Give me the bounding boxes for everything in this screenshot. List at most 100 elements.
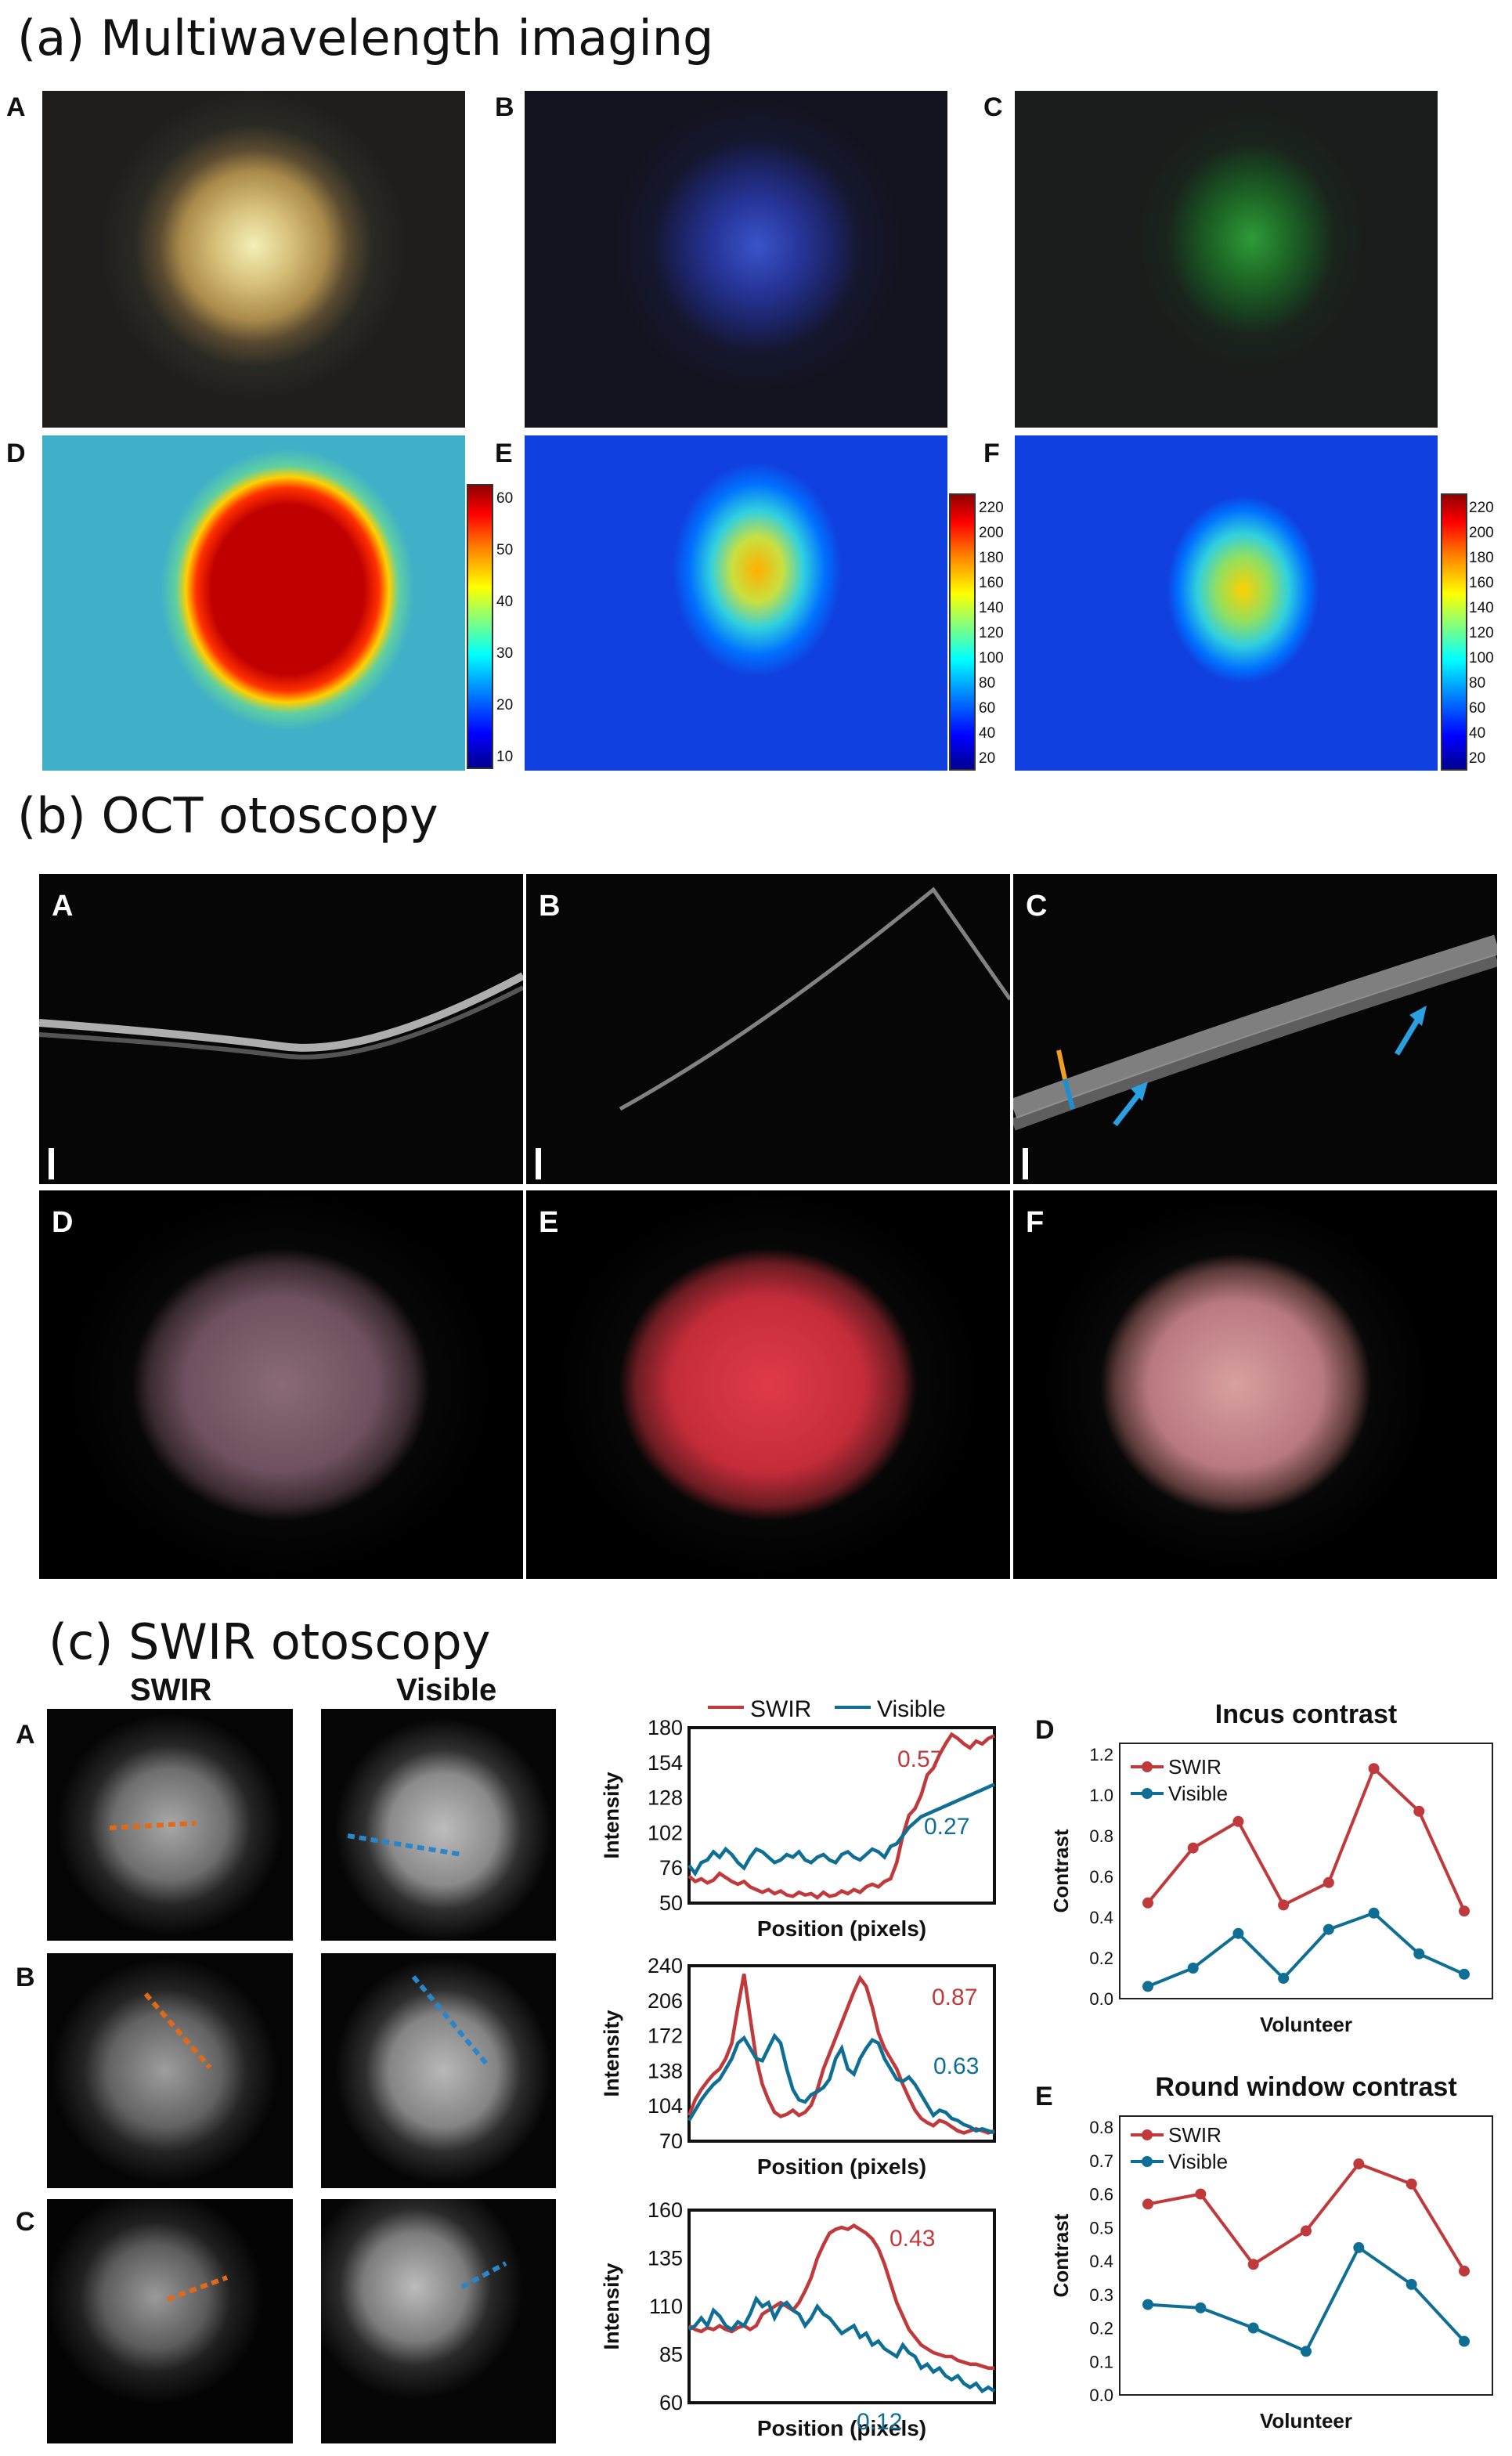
data-point-swir: [1142, 2198, 1153, 2210]
series-line-visible: [1147, 1911, 1465, 1988]
chart-round-window-contrast: Round window contrast 0.8 0.7 0.6 0.5 0.4 0.3 0…: [1049, 2072, 1493, 2433]
y-axis-label: Intensity: [600, 2010, 623, 2097]
y-tick-label: 0.5: [1089, 2218, 1113, 2237]
ticks-e-tick: 160: [979, 575, 1004, 591]
data-point-visible: [1459, 2335, 1470, 2347]
data-point-swir: [1459, 1905, 1470, 1917]
ticks-f-tick: 200: [1469, 525, 1494, 541]
legend-label-swir: SWIR: [1168, 2123, 1222, 2147]
swir-image-C: [47, 2199, 293, 2443]
data-point-visible: [1323, 1923, 1334, 1935]
colorbar-D-ticks: 60 50 40 30 20 10: [496, 484, 543, 766]
ticks-f-tick: 160: [1469, 575, 1494, 591]
ticks-e-tick: 60: [979, 700, 996, 717]
visible-image-C: [321, 2199, 556, 2443]
otoscope-label-D: D: [52, 1206, 74, 1239]
ticks-d-tick: 40: [496, 594, 514, 610]
y-tick-label: 154: [648, 1751, 683, 1775]
y-tick-label: 160: [648, 2202, 683, 2222]
series-line-swir: [1146, 1765, 1466, 1912]
data-point-swir: [1247, 2259, 1259, 2270]
y-tick-label: 128: [648, 1786, 683, 1810]
section-c-title: (c) SWIR otoscopy: [49, 1613, 491, 1670]
x-axis-label: Position (pixels): [757, 2154, 926, 2179]
oct-label-A: A: [52, 890, 74, 923]
annotation-visible: 0.12: [857, 2409, 902, 2435]
y-tick-label: 110: [649, 2295, 683, 2318]
data-point-swir: [1232, 1815, 1244, 1827]
y-tick-label: 85: [659, 2343, 683, 2367]
ticks-f-tick: 80: [1469, 675, 1486, 692]
ticks-e-tick: 20: [979, 750, 996, 767]
y-tick-label: 0.0: [1089, 1989, 1113, 2009]
chart-label-E: E: [1035, 2082, 1053, 2111]
series-line-swir: [687, 1974, 995, 2135]
data-point-visible: [1353, 2241, 1365, 2253]
legend-marker-swir: [1142, 1761, 1153, 1772]
legend-marker-swir: [1142, 2129, 1153, 2140]
y-tick-label: 135: [648, 2247, 683, 2270]
data-point-visible: [1195, 2302, 1207, 2313]
multiwavelength-color-image: [42, 91, 465, 428]
y-axis-label: Contrast: [1049, 1829, 1073, 1912]
section-a-title: (a) Multiwavelength imaging: [17, 9, 714, 67]
visible-image-B: [321, 1953, 556, 2188]
series-line-swir: [687, 1732, 995, 1900]
ticks-d-tick: 30: [496, 645, 514, 662]
x-axis-label: Position (pixels): [757, 1916, 926, 1941]
data-point-visible: [1187, 1963, 1199, 1974]
annotation-swir: 0.43: [890, 2226, 935, 2252]
chart-profile-A: 180 154 128 102 76 50 Intensity Position (pixel…: [600, 1720, 996, 1941]
y-axis-label: Contrast: [1049, 2213, 1073, 2297]
data-point-swir: [1142, 1897, 1153, 1909]
oct-label-C: C: [1026, 890, 1048, 923]
y-tick-label: 0.4: [1089, 1908, 1113, 1927]
series-line-visible: [687, 2032, 995, 2135]
ticks-d-tick: 50: [496, 542, 514, 558]
legend-swir-label: SWIR: [750, 1696, 811, 1722]
row-label-B: B: [16, 1963, 35, 1992]
y-tick-label: 0.8: [1089, 1826, 1113, 1846]
y-tick-label: 0.1: [1089, 2352, 1113, 2371]
ticks-e-tick: 80: [979, 675, 996, 692]
annotation-swir: 0.87: [932, 1985, 977, 2010]
y-tick-label: 138: [648, 2059, 683, 2082]
data-point-swir: [1195, 2188, 1207, 2200]
heatmap-image-F: [1015, 435, 1438, 771]
y-tick-label: 0.8: [1089, 2118, 1113, 2137]
visible-image-A: [321, 1709, 556, 1941]
annotation-visible: 0.63: [933, 2053, 979, 2079]
data-point-visible: [1413, 1948, 1425, 1959]
panel-a-label-B: B: [495, 92, 514, 122]
legend-label-visible: Visible: [1168, 1782, 1228, 1805]
data-point-swir: [1459, 2265, 1470, 2277]
oct-image-A: [39, 874, 523, 1184]
profile-legend: SWIR Visible: [708, 1696, 946, 1722]
y-tick-label: 102: [648, 1821, 683, 1844]
y-axis-label: Intensity: [600, 2263, 623, 2349]
ticks-f-tick: 180: [1469, 550, 1494, 566]
oct-label-B: B: [539, 890, 561, 923]
series-line-visible: [687, 2295, 996, 2394]
colorbar-F: [1441, 493, 1467, 771]
y-tick-label: 180: [648, 1720, 683, 1739]
ticks-e-tick: 220: [979, 500, 1004, 516]
data-point-swir: [1323, 1876, 1334, 1888]
series-line-swir: [687, 2223, 994, 2370]
data-point-swir: [1278, 1899, 1290, 1911]
annotation-visible: 0.27: [924, 1814, 969, 1840]
otoscope-label-E: E: [539, 1206, 559, 1239]
data-point-visible: [1301, 2346, 1312, 2357]
data-point-visible: [1278, 1973, 1290, 1984]
x-axis-label: Volunteer: [1260, 2013, 1352, 2036]
data-point-visible: [1142, 1981, 1153, 1992]
y-tick-label: 0.0: [1089, 2386, 1113, 2405]
data-point-visible: [1459, 1968, 1470, 1980]
legend-label-visible: Visible: [1168, 2150, 1228, 2173]
section-b-title: (b) OCT otoscopy: [17, 787, 438, 844]
x-axis-label: Volunteer: [1260, 2409, 1352, 2433]
y-tick-label: 60: [659, 2391, 683, 2414]
y-tick-label: 104: [648, 2094, 683, 2118]
y-tick-label: 76: [659, 1856, 683, 1880]
